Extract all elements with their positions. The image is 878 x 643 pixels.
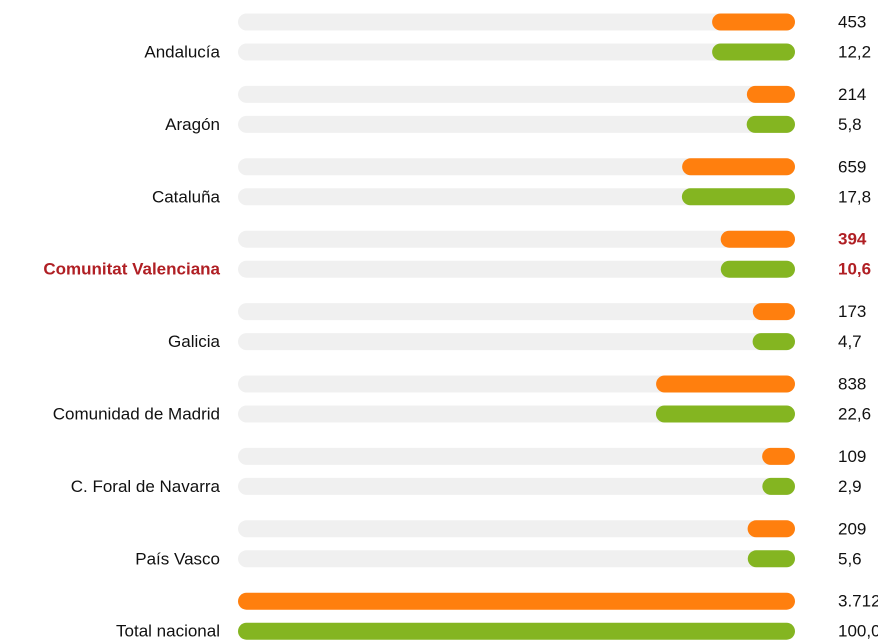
bar-track — [238, 115, 795, 133]
bar — [712, 13, 795, 31]
bar — [712, 43, 795, 61]
category-label: Aragón — [165, 115, 220, 134]
category-label: País Vasco — [135, 549, 220, 568]
bar — [681, 188, 795, 206]
bar-track — [238, 43, 795, 61]
bar — [762, 447, 795, 465]
bar-track — [238, 477, 795, 495]
bar-track — [238, 447, 795, 465]
bar-track — [238, 303, 795, 321]
bar-track — [238, 230, 795, 248]
bar — [746, 115, 795, 133]
bar — [682, 158, 795, 176]
bar — [752, 333, 795, 351]
bar-track — [238, 85, 795, 103]
value-label: 394 — [838, 230, 867, 249]
bar — [655, 405, 795, 423]
bar — [720, 260, 795, 278]
value-label: 5,6 — [838, 549, 862, 568]
value-label: 2,9 — [838, 477, 862, 496]
category-label: Cataluña — [152, 187, 221, 206]
bar-track — [238, 550, 795, 568]
value-label: 214 — [838, 85, 866, 104]
bar-track — [238, 520, 795, 538]
bar-track — [238, 333, 795, 351]
bar — [747, 520, 795, 538]
bar-track — [238, 260, 795, 278]
bar — [747, 550, 795, 568]
value-label: 659 — [838, 157, 866, 176]
category-label: C. Foral de Navarra — [71, 477, 221, 496]
value-label: 4,7 — [838, 332, 862, 351]
value-label: 5,8 — [838, 115, 862, 134]
bar — [752, 303, 795, 321]
value-label: 173 — [838, 302, 866, 321]
bar — [238, 592, 795, 610]
value-label: 209 — [838, 519, 866, 538]
category-label: Comunitat Valenciana — [43, 260, 220, 279]
bar — [720, 230, 795, 248]
value-label: 22,6 — [838, 404, 871, 423]
value-label: 100,0 — [838, 622, 878, 641]
bar — [746, 85, 795, 103]
category-label: Comunidad de Madrid — [53, 404, 220, 423]
value-label: 109 — [838, 447, 866, 466]
bar — [238, 622, 795, 640]
bar — [762, 477, 795, 495]
bar-track — [238, 158, 795, 176]
category-label: Total nacional — [116, 622, 220, 641]
value-label: 838 — [838, 374, 866, 393]
bar-track — [238, 405, 795, 423]
value-label: 17,8 — [838, 187, 871, 206]
value-label: 10,6 — [838, 260, 871, 279]
bar-track — [238, 375, 795, 393]
bar — [656, 375, 795, 393]
category-label: Andalucía — [144, 42, 220, 61]
bar-track — [238, 13, 795, 31]
bar-track — [238, 188, 795, 206]
value-label: 12,2 — [838, 42, 871, 61]
value-label: 3.712 — [838, 592, 878, 611]
category-label: Galicia — [168, 332, 221, 351]
value-label: 453 — [838, 12, 866, 31]
